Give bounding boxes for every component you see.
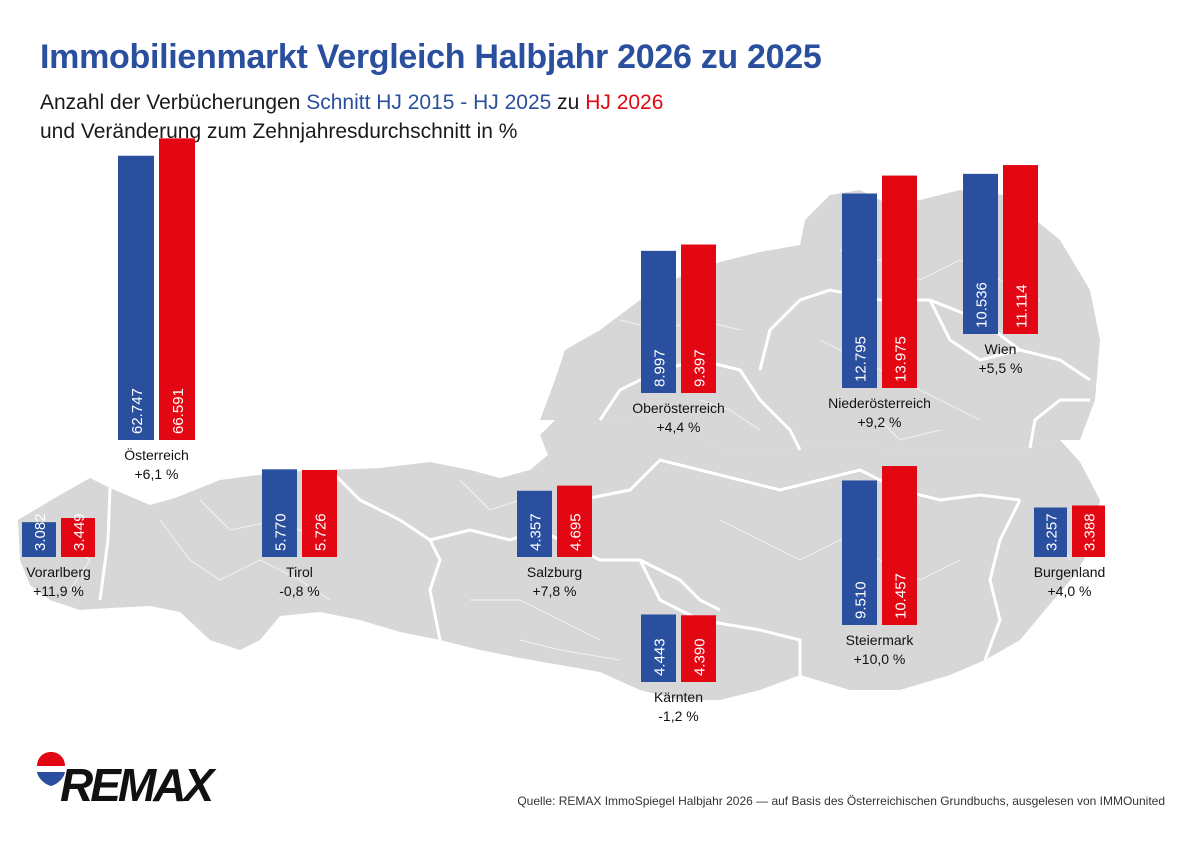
- region-change-salzburg: +7,8 %: [533, 583, 577, 599]
- value-label-burgenland-avg: 3.257: [1044, 513, 1061, 551]
- value-label-niederoesterreich-2026: 13.975: [893, 336, 910, 382]
- region-label-salzburg: Salzburg: [527, 564, 582, 580]
- value-label-steiermark-avg: 9.510: [853, 581, 870, 619]
- bar-oesterreich-avg: [118, 155, 154, 440]
- legend-series-a: Schnitt HJ 2015 - HJ 2025: [306, 91, 552, 114]
- value-label-oesterreich-avg: 62.747: [129, 388, 146, 434]
- legend-series-b: HJ 2026: [585, 91, 664, 114]
- region-label-kaernten: Kärnten: [654, 689, 703, 705]
- value-label-wien-2026: 11.114: [1014, 284, 1031, 328]
- map-north: [540, 190, 1100, 455]
- remax-logo-text: REMAX: [60, 759, 214, 811]
- bar-salzburg-avg: [517, 490, 552, 557]
- subtitle-prefix: Anzahl der Verbücherungen: [40, 91, 307, 114]
- value-label-oesterreich-2026: 66.591: [170, 388, 187, 434]
- region-change-burgenland: +4,0 %: [1048, 583, 1092, 599]
- value-label-vorarlberg-avg: 3.082: [32, 513, 49, 551]
- chart-subtitle: Anzahl der Verbücherungen Schnitt HJ 201…: [40, 88, 663, 146]
- source-note: Quelle: REMAX ImmoSpiegel Halbjahr 2026 …: [517, 794, 1165, 808]
- region-label-oberoesterreich: Oberösterreich: [632, 400, 725, 416]
- region-label-vorarlberg: Vorarlberg: [26, 564, 91, 580]
- bar-steiermark-avg: [842, 480, 877, 625]
- region-label-steiermark: Steiermark: [846, 632, 915, 648]
- bar-tirol-avg: [262, 469, 297, 557]
- bar-oesterreich-2026: [159, 138, 195, 440]
- bar-salzburg-2026: [557, 485, 592, 557]
- bar-kaernten-avg: [641, 614, 676, 682]
- bar-wien-avg: [963, 173, 998, 334]
- bar-burgenland-2026: [1072, 505, 1105, 557]
- value-label-kaernten-avg: 4.443: [652, 638, 669, 676]
- bar-niederoesterreich-avg: [842, 193, 877, 388]
- value-label-burgenland-2026: 3.388: [1082, 513, 1099, 551]
- region-change-wien: +5,5 %: [979, 360, 1023, 376]
- region-label-wien: Wien: [985, 341, 1017, 357]
- bar-vorarlberg-2026: [61, 518, 95, 557]
- value-label-tirol-avg: 5.770: [273, 513, 290, 551]
- chart-title: Immobilienmarkt Vergleich Halbjahr 2026 …: [40, 38, 822, 76]
- value-label-niederoesterreich-avg: 12.795: [853, 336, 870, 382]
- bar-oberoesterreich-2026: [681, 244, 716, 393]
- bars-layer: 62.747 66.591 Österreich +6,1 % 3.082 3.449 Vo…: [22, 138, 1105, 724]
- region-change-oberoesterreich: +4,4 %: [657, 419, 701, 435]
- value-label-kaernten-2026: 4.390: [692, 638, 709, 676]
- value-label-tirol-2026: 5.726: [313, 513, 330, 551]
- value-label-salzburg-2026: 4.695: [568, 513, 585, 551]
- region-label-niederoesterreich: Niederösterreich: [828, 395, 931, 411]
- value-label-oberoesterreich-2026: 9.397: [692, 349, 709, 387]
- bar-kaernten-2026: [681, 615, 716, 682]
- value-label-vorarlberg-2026: 3.449: [71, 513, 88, 551]
- bar-steiermark-2026: [882, 466, 917, 625]
- value-label-oberoesterreich-avg: 8.997: [652, 349, 669, 387]
- bar-tirol-2026: [302, 469, 337, 557]
- region-change-kaernten: -1,2 %: [658, 708, 698, 724]
- bar-burgenland-avg: [1034, 507, 1067, 557]
- region-change-tirol: -0,8 %: [279, 583, 319, 599]
- subtitle-middle: zu: [551, 91, 586, 114]
- subtitle-line2: und Veränderung zum Zehnjahresdurchschni…: [40, 120, 518, 143]
- region-change-oesterreich: +6,1 %: [135, 466, 179, 482]
- remax-logo: [36, 750, 246, 810]
- region-change-niederoesterreich: +9,2 %: [858, 414, 902, 430]
- value-label-salzburg-avg: 4.357: [528, 513, 545, 551]
- region-label-oesterreich: Österreich: [124, 446, 189, 463]
- bar-oberoesterreich-avg: [641, 250, 676, 393]
- bar-niederoesterreich-2026: [882, 175, 917, 388]
- value-label-steiermark-2026: 10.457: [893, 573, 910, 619]
- balloon-icon: [37, 752, 65, 786]
- region-change-vorarlberg: +11,9 %: [33, 583, 84, 599]
- region-label-tirol: Tirol: [286, 564, 313, 580]
- region-label-burgenland: Burgenland: [1034, 564, 1106, 580]
- bar-wien-2026: [1003, 165, 1038, 334]
- region-change-steiermark: +10,0 %: [854, 651, 906, 667]
- bar-vorarlberg-avg: [22, 522, 56, 557]
- value-label-wien-avg: 10.536: [974, 282, 991, 328]
